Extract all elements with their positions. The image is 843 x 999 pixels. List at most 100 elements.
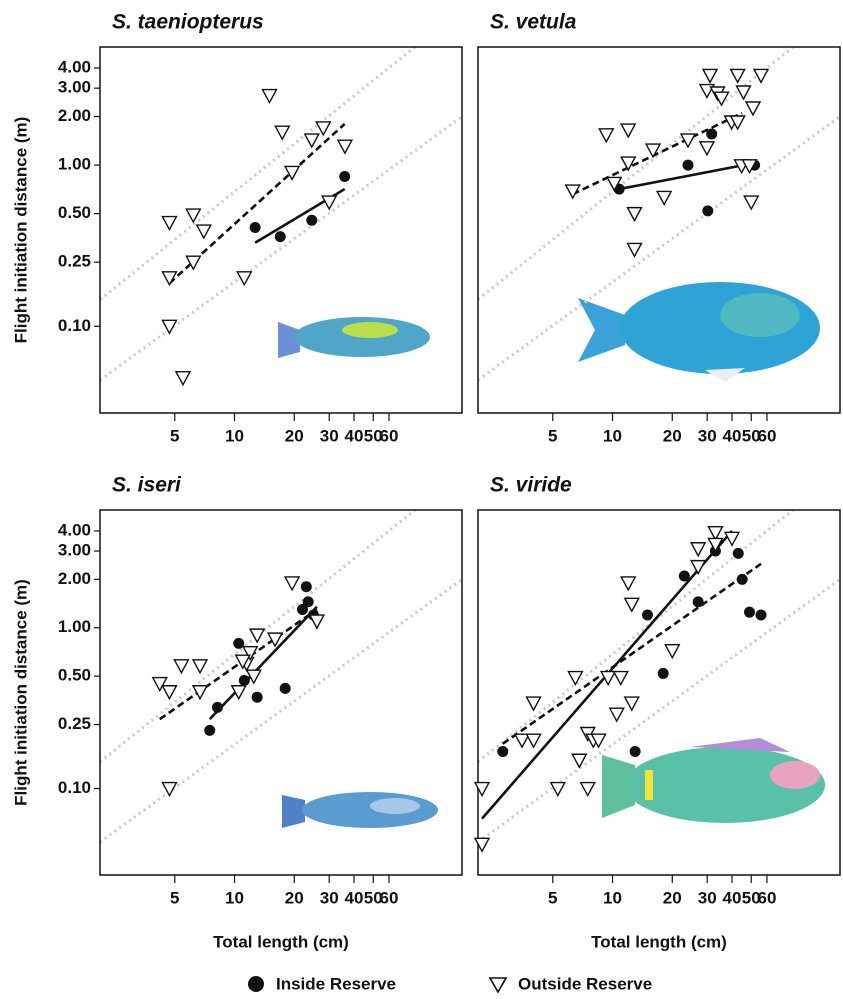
x-tick-label: 40 — [345, 888, 364, 907]
reference-line — [477, 508, 794, 764]
x-tick-label: 30 — [320, 888, 339, 907]
panel-title: S. taeniopterus — [112, 11, 264, 34]
point — [729, 68, 746, 84]
point — [641, 609, 653, 621]
x-tick-label: 20 — [285, 426, 304, 445]
point — [303, 133, 320, 149]
point — [279, 682, 291, 694]
point — [729, 115, 746, 131]
x-tick-label: 60 — [758, 426, 777, 445]
point — [185, 255, 202, 271]
fish-illustration — [278, 317, 430, 358]
fit-line — [572, 111, 743, 196]
point — [579, 781, 596, 798]
panel-title: S. iseri — [112, 474, 182, 497]
fit-line — [618, 161, 755, 191]
point — [608, 707, 625, 723]
point — [174, 371, 192, 387]
x-tick-label: 10 — [603, 888, 622, 907]
legend-marker — [248, 976, 264, 992]
point — [473, 837, 491, 853]
point — [296, 603, 308, 615]
x-tick-label: 60 — [380, 888, 399, 907]
point — [606, 176, 623, 192]
legend-marker — [488, 977, 508, 994]
point — [161, 215, 178, 232]
y-tick-label: 1.00 — [58, 617, 91, 636]
x-tick-label: 60 — [380, 426, 399, 445]
point — [245, 669, 262, 685]
point — [707, 526, 724, 542]
y-axis-label: Flight initiation distance (m) — [11, 117, 30, 344]
y-tick-label: 0.25 — [58, 252, 91, 271]
point — [283, 576, 301, 592]
point — [679, 133, 697, 149]
point — [623, 597, 640, 613]
y-tick-label: 0.25 — [58, 714, 91, 733]
fit-line — [159, 608, 318, 721]
point — [473, 781, 491, 798]
x-axis-label: Total length (cm) — [213, 932, 349, 951]
plot-frame — [477, 509, 841, 876]
point — [702, 205, 714, 217]
x-tick-label: 50 — [364, 888, 383, 907]
point — [525, 733, 542, 749]
point — [657, 667, 669, 679]
plot-frame — [99, 509, 463, 876]
x-tick-label: 20 — [663, 888, 682, 907]
point — [623, 696, 640, 712]
point — [233, 637, 245, 649]
y-tick-label: 4.00 — [58, 520, 91, 539]
reference-line — [99, 508, 416, 764]
point — [564, 184, 581, 200]
point — [755, 609, 767, 621]
point — [191, 659, 209, 675]
point — [211, 701, 223, 713]
point — [306, 214, 318, 226]
point — [706, 128, 718, 140]
point — [655, 190, 673, 206]
x-tick-label: 30 — [698, 426, 717, 445]
point — [698, 141, 716, 157]
point — [308, 614, 326, 630]
legend-label: Inside Reserve — [276, 974, 396, 993]
fish-illustration — [282, 792, 438, 828]
y-tick-label: 0.50 — [58, 203, 91, 222]
reference-line — [99, 45, 416, 301]
point — [752, 68, 770, 84]
fish-illustration — [602, 738, 825, 823]
point — [236, 271, 253, 287]
x-tick-label: 50 — [742, 888, 761, 907]
point — [315, 121, 332, 137]
point — [238, 674, 250, 686]
point — [242, 645, 259, 662]
point — [321, 195, 338, 211]
reference-line — [477, 578, 841, 844]
x-axis-label: Total length (cm) — [591, 932, 727, 951]
point — [191, 685, 209, 701]
point — [735, 85, 752, 101]
point — [549, 781, 566, 798]
point — [525, 696, 542, 712]
y-axis-label: Flight initiation distance (m) — [11, 579, 30, 806]
x-tick-label: 30 — [698, 888, 717, 907]
plot-frame — [477, 46, 841, 414]
y-tick-label: 1.00 — [58, 155, 91, 174]
point — [300, 581, 312, 593]
x-tick-label: 10 — [225, 426, 244, 445]
x-tick-label: 60 — [758, 888, 777, 907]
y-tick-label: 3.00 — [58, 541, 91, 560]
legend: Inside Reserve Outside Reserve — [248, 974, 652, 994]
point — [567, 670, 584, 687]
point — [151, 676, 168, 693]
point — [732, 547, 744, 559]
x-tick-label: 50 — [742, 426, 761, 445]
point — [644, 143, 662, 159]
panel-title: S. viride — [490, 474, 572, 497]
reference-line — [477, 115, 841, 382]
point — [664, 644, 681, 660]
point — [612, 670, 629, 687]
point — [689, 559, 707, 576]
point — [744, 101, 762, 117]
legend-label: Outside Reserve — [518, 974, 652, 993]
